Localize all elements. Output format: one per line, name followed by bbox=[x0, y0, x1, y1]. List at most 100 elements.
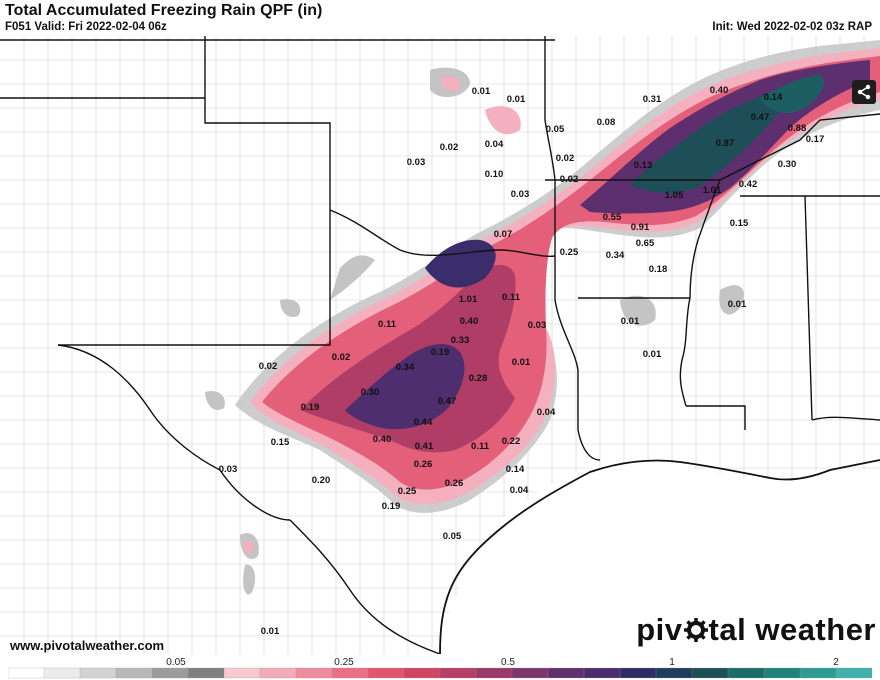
value-label: 0.05 bbox=[443, 531, 462, 542]
value-label: 0.19 bbox=[382, 501, 401, 512]
share-icon bbox=[857, 84, 871, 100]
legend-swatch bbox=[511, 667, 549, 679]
value-label: 0.14 bbox=[764, 92, 783, 103]
value-label: 0.02 bbox=[560, 174, 579, 185]
legend-swatch bbox=[763, 667, 801, 679]
value-label: 0.02 bbox=[556, 153, 575, 164]
value-label: 0.26 bbox=[414, 459, 433, 470]
map-title: Total Accumulated Freezing Rain QPF (in) bbox=[5, 2, 323, 19]
value-label: 0.03 bbox=[219, 464, 238, 475]
value-label: 0.55 bbox=[603, 212, 622, 223]
value-label: 0.11 bbox=[502, 292, 521, 303]
value-label: 0.41 bbox=[415, 441, 434, 452]
value-label: 0.01 bbox=[643, 349, 662, 360]
value-label: 0.13 bbox=[634, 160, 653, 171]
value-label: 0.15 bbox=[730, 218, 749, 229]
value-label: 0.33 bbox=[451, 335, 470, 346]
value-label: 0.01 bbox=[472, 86, 491, 97]
value-label: 0.42 bbox=[739, 179, 758, 190]
value-label: 0.34 bbox=[606, 250, 625, 261]
value-label: 0.05 bbox=[546, 124, 565, 135]
value-label: 0.88 bbox=[788, 123, 807, 134]
legend-tick-label: 1 bbox=[669, 657, 675, 668]
value-label: 0.18 bbox=[649, 264, 668, 275]
value-label: 0.44 bbox=[414, 417, 433, 428]
legend-swatch bbox=[115, 667, 153, 679]
legend-swatch bbox=[367, 667, 405, 679]
legend-swatch bbox=[583, 667, 621, 679]
value-label: 0.30 bbox=[778, 159, 797, 170]
init-time: Init: Wed 2022-02-02 03z RAP bbox=[712, 21, 872, 33]
map-canvas: 0.01 0.01 0.31 0.40 0.14 0.47 0.880.17 0.05 0.08… bbox=[0, 36, 880, 654]
legend-swatch bbox=[8, 667, 45, 679]
value-label: 0.91 bbox=[631, 222, 650, 233]
precip-field bbox=[205, 40, 880, 595]
value-labels: 0.01 0.01 0.31 0.40 0.14 0.47 0.880.17 0.05 0.08… bbox=[219, 85, 825, 637]
value-label: 0.01 bbox=[512, 357, 531, 368]
valid-time: F051 Valid: Fri 2022-02-04 06z bbox=[5, 21, 167, 33]
value-label: 0.10 bbox=[485, 169, 504, 180]
legend-swatch bbox=[547, 667, 585, 679]
value-label: 0.28 bbox=[469, 373, 488, 384]
value-label: 0.15 bbox=[271, 437, 290, 448]
value-label: 0.19 bbox=[431, 347, 450, 358]
legend-swatch bbox=[223, 667, 261, 679]
share-button[interactable] bbox=[852, 80, 876, 104]
legend-tick-label: 2 bbox=[833, 657, 839, 668]
value-label: 1.01 bbox=[459, 294, 478, 305]
value-label: 0.30 bbox=[361, 387, 380, 398]
value-label: 0.14 bbox=[506, 464, 525, 475]
value-label: 0.19 bbox=[301, 402, 320, 413]
value-label: 0.25 bbox=[560, 247, 579, 258]
brand-text-left: piv bbox=[636, 612, 683, 647]
value-label: 0.03 bbox=[511, 189, 530, 200]
value-label: 0.20 bbox=[312, 475, 331, 486]
value-label: 0.40 bbox=[710, 85, 729, 96]
value-label: 0.02 bbox=[259, 361, 278, 372]
legend-swatch bbox=[187, 667, 225, 679]
value-label: 0.04 bbox=[537, 407, 556, 418]
value-label: 0.04 bbox=[510, 485, 529, 496]
value-label: 0.87 bbox=[716, 138, 735, 149]
value-label: 0.11 bbox=[471, 441, 490, 452]
gulf-of-mexico bbox=[430, 462, 880, 654]
brand-logo: piv tal weather bbox=[636, 612, 876, 648]
value-label: 0.01 bbox=[728, 299, 747, 310]
legend-swatch bbox=[403, 667, 441, 679]
value-label: 0.40 bbox=[460, 316, 479, 327]
value-label: 0.02 bbox=[440, 142, 459, 153]
value-label: 0.01 bbox=[261, 626, 280, 637]
gear-icon bbox=[683, 618, 708, 642]
forecast-map[interactable]: 0.01 0.01 0.31 0.40 0.14 0.47 0.88 0.17 0.05 0.08… bbox=[0, 36, 880, 654]
legend-swatch bbox=[475, 667, 513, 679]
value-label: 0.40 bbox=[373, 434, 392, 445]
website-link[interactable]: www.pivotalweather.com bbox=[10, 638, 165, 653]
legend-swatch bbox=[331, 667, 369, 679]
legend-swatch bbox=[259, 667, 297, 679]
value-label: 0.11 bbox=[378, 319, 397, 330]
value-label: 1.01 bbox=[703, 185, 722, 196]
value-label: 0.03 bbox=[528, 320, 547, 331]
legend-bar: 0.05 0.25 0.5 1 2 bbox=[8, 657, 872, 679]
legend-swatch bbox=[151, 667, 189, 679]
header: Total Accumulated Freezing Rain QPF (in)… bbox=[0, 0, 880, 36]
coastline bbox=[439, 459, 880, 654]
value-label: 0.07 bbox=[494, 229, 513, 240]
value-label: 0.17 bbox=[806, 134, 825, 145]
value-label: 0.47 bbox=[751, 112, 770, 123]
value-label: 0.26 bbox=[445, 478, 464, 489]
value-label: 1.05 bbox=[665, 190, 684, 201]
value-label: 0.25 bbox=[398, 486, 417, 497]
legend-swatch bbox=[619, 667, 657, 679]
value-label: 0.01 bbox=[507, 94, 526, 105]
value-label: 0.34 bbox=[396, 362, 415, 373]
value-label: 0.02 bbox=[332, 352, 351, 363]
legend-swatch bbox=[655, 667, 693, 679]
color-legend: 0.05 0.25 0.5 1 2 bbox=[8, 656, 872, 680]
legend-tick-label: 0.05 bbox=[166, 657, 186, 668]
legend-swatch bbox=[727, 667, 765, 679]
legend-swatch bbox=[691, 667, 729, 679]
legend-tick-label: 0.25 bbox=[334, 657, 354, 668]
legend-swatch bbox=[439, 667, 477, 679]
value-label: 0.03 bbox=[407, 157, 426, 168]
